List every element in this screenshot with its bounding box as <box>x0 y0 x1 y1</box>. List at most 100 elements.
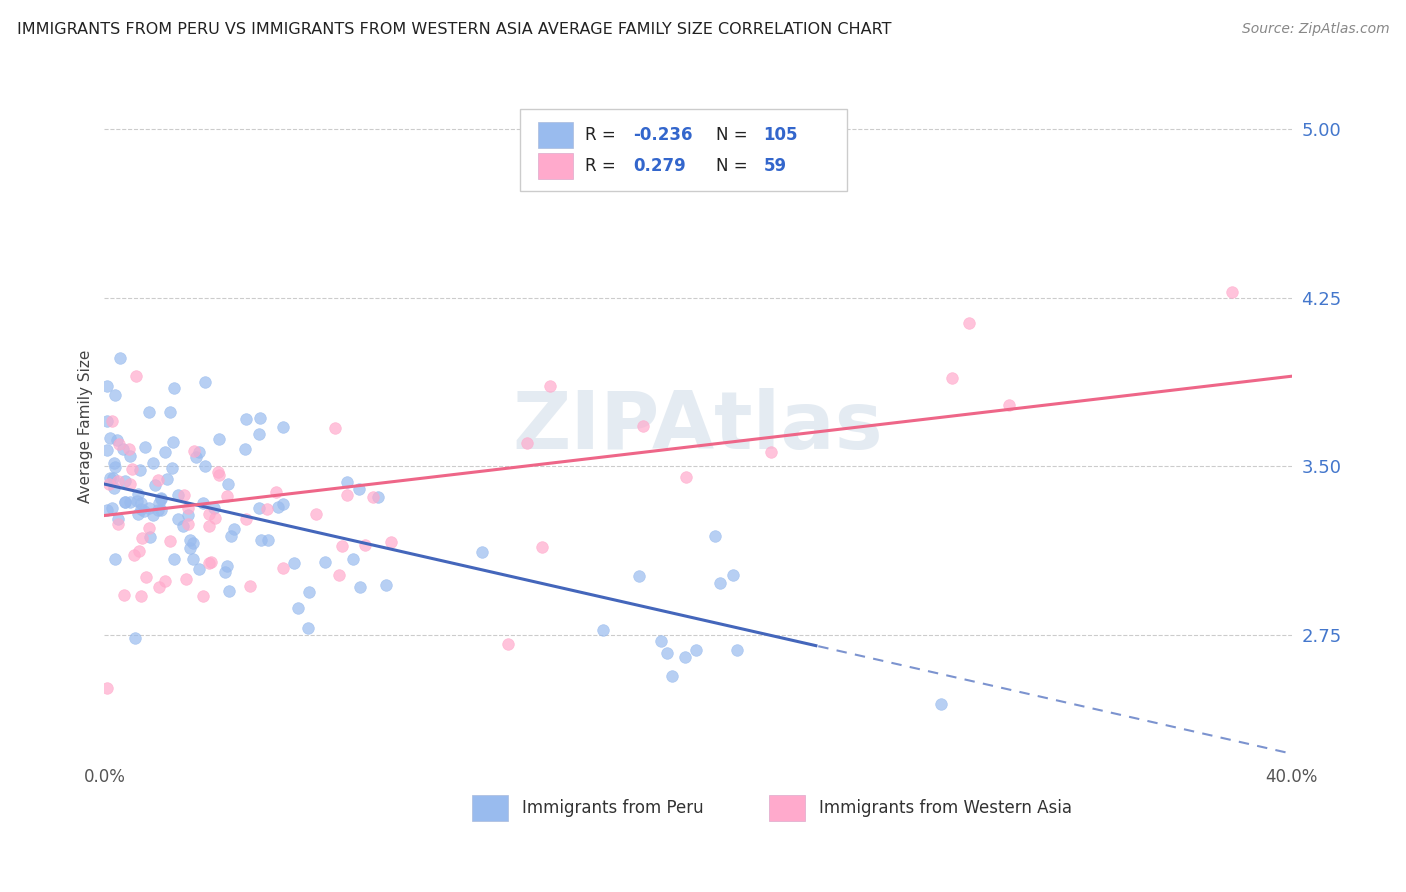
Point <box>167 512 190 526</box>
Point <box>235 512 257 526</box>
Text: Immigrants from Peru: Immigrants from Peru <box>523 799 704 817</box>
Point <box>222 522 245 536</box>
Point <box>96 502 118 516</box>
Text: IMMIGRANTS FROM PERU VS IMMIGRANTS FROM WESTERN ASIA AVERAGE FAMILY SIZE CORRELA: IMMIGRANTS FROM PERU VS IMMIGRANTS FROM … <box>17 22 891 37</box>
Point <box>215 489 238 503</box>
Point <box>101 471 124 485</box>
Bar <box>472 795 508 822</box>
Point <box>100 414 122 428</box>
Point <box>105 434 128 448</box>
Point <box>150 491 173 505</box>
Text: R =: R = <box>585 157 621 175</box>
Point <box>148 580 170 594</box>
Point <box>470 544 492 558</box>
Point <box>139 529 162 543</box>
Point <box>121 462 143 476</box>
Point <box>194 458 217 473</box>
Point <box>135 569 157 583</box>
Text: N =: N = <box>716 157 752 175</box>
Point <box>107 436 129 450</box>
Point <box>160 460 183 475</box>
Point <box>103 456 125 470</box>
Point <box>361 490 384 504</box>
Point <box>103 482 125 496</box>
Point <box>328 568 350 582</box>
Point <box>197 507 219 521</box>
Text: ZIPAtlas: ZIPAtlas <box>513 388 883 466</box>
Point <box>100 501 122 516</box>
Point <box>127 494 149 508</box>
Point <box>159 534 181 549</box>
Point <box>114 495 136 509</box>
Point <box>96 681 118 695</box>
Point <box>219 529 242 543</box>
Point <box>297 621 319 635</box>
Bar <box>538 122 574 148</box>
Point <box>256 502 278 516</box>
Point <box>592 623 614 637</box>
Point <box>685 643 707 657</box>
Point <box>929 698 952 712</box>
Point <box>127 507 149 521</box>
Point <box>250 533 273 548</box>
Point <box>235 412 257 426</box>
Point <box>207 465 229 479</box>
Point <box>142 456 165 470</box>
Text: 59: 59 <box>763 157 786 175</box>
Point <box>118 449 141 463</box>
Point <box>267 500 290 514</box>
Point <box>516 435 538 450</box>
Point <box>96 413 118 427</box>
Point <box>163 381 186 395</box>
Point <box>114 474 136 488</box>
Point <box>287 601 309 615</box>
Point <box>118 442 141 457</box>
Point <box>298 584 321 599</box>
Point <box>107 517 129 532</box>
Point <box>184 450 207 465</box>
Point <box>367 491 389 505</box>
Point <box>239 579 262 593</box>
Point <box>723 568 745 582</box>
Point <box>675 469 697 483</box>
Point <box>174 572 197 586</box>
Point <box>104 460 127 475</box>
Point <box>120 495 142 509</box>
Point <box>709 575 731 590</box>
Point <box>673 649 696 664</box>
Point <box>181 551 204 566</box>
Point <box>148 495 170 509</box>
Point <box>957 316 980 330</box>
Point <box>112 442 135 456</box>
Point <box>202 500 225 515</box>
Point <box>104 551 127 566</box>
Point <box>256 533 278 547</box>
Point <box>633 419 655 434</box>
Point <box>704 529 727 543</box>
Point <box>155 472 177 486</box>
Point <box>761 445 783 459</box>
Point <box>1220 285 1243 300</box>
Point <box>120 477 142 491</box>
Point <box>247 500 270 515</box>
Point <box>375 578 398 592</box>
Point <box>997 398 1019 412</box>
Point <box>129 463 152 477</box>
Point <box>107 512 129 526</box>
Point <box>538 379 561 393</box>
Text: N =: N = <box>716 126 752 144</box>
Text: -0.236: -0.236 <box>633 126 692 144</box>
Point <box>107 475 129 489</box>
Point <box>134 503 156 517</box>
Point <box>200 555 222 569</box>
Point <box>342 552 364 566</box>
Text: 105: 105 <box>763 126 799 144</box>
Text: 0.279: 0.279 <box>633 157 686 175</box>
Point <box>305 508 328 522</box>
Point <box>530 540 553 554</box>
Text: R =: R = <box>585 126 621 144</box>
Point <box>650 634 672 648</box>
Point <box>138 501 160 516</box>
Text: Source: ZipAtlas.com: Source: ZipAtlas.com <box>1241 22 1389 37</box>
Bar <box>769 795 806 822</box>
